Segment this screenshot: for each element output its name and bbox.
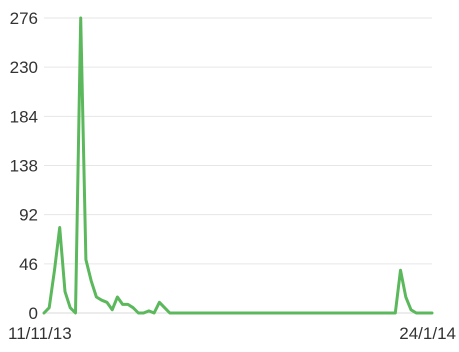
data-point xyxy=(357,312,360,314)
data-point xyxy=(79,17,82,19)
data-point xyxy=(121,303,124,306)
data-point xyxy=(48,306,50,309)
data-point xyxy=(111,309,113,311)
data-point xyxy=(378,312,381,314)
data-point xyxy=(153,312,155,314)
data-point xyxy=(268,312,271,314)
data-point xyxy=(211,312,213,314)
data-point xyxy=(142,312,145,314)
data-point xyxy=(289,312,292,314)
gridlines xyxy=(44,17,432,314)
data-point xyxy=(148,310,150,312)
data-point xyxy=(405,296,407,298)
data-point xyxy=(347,312,349,314)
data-point xyxy=(158,301,161,304)
data-point xyxy=(116,296,119,298)
data-point xyxy=(179,312,182,314)
data-point xyxy=(420,312,423,314)
data-point xyxy=(74,312,77,314)
data-point xyxy=(242,312,244,314)
data-point xyxy=(95,296,98,298)
data-point xyxy=(300,312,302,314)
data-point xyxy=(195,312,197,314)
data-point xyxy=(90,280,92,282)
x-axis-tick-labels: 11/11/13 24/1/14 xyxy=(8,324,456,343)
data-point xyxy=(273,312,276,314)
data-point xyxy=(100,299,103,302)
data-point xyxy=(389,312,391,314)
data-point xyxy=(43,312,45,314)
data-point xyxy=(237,312,239,314)
x-tick-label: 11/11/13 xyxy=(8,324,72,343)
data-point xyxy=(368,312,370,314)
data-point xyxy=(331,312,334,314)
data-point xyxy=(205,312,208,314)
data-point xyxy=(137,312,140,314)
data-point xyxy=(184,312,187,314)
data-point xyxy=(174,312,176,314)
data-point xyxy=(336,312,339,314)
y-tick-label: 276 xyxy=(10,9,38,28)
data-point xyxy=(363,312,365,314)
data-point xyxy=(163,306,166,309)
data-point xyxy=(190,312,192,314)
data-point xyxy=(284,312,287,314)
y-tick-label: 138 xyxy=(10,157,38,176)
data-point xyxy=(394,312,397,314)
data-point xyxy=(64,290,66,293)
data-point xyxy=(415,312,418,314)
data-point xyxy=(232,312,234,314)
y-tick-label: 46 xyxy=(19,255,38,274)
data-point xyxy=(200,312,203,314)
data-point xyxy=(69,306,71,309)
data-point xyxy=(226,312,229,314)
data-point xyxy=(315,312,318,314)
data-point xyxy=(321,312,323,314)
data-point xyxy=(342,312,344,314)
data-point xyxy=(426,312,428,314)
data-point xyxy=(279,312,281,314)
data-point xyxy=(132,306,134,309)
data-point xyxy=(399,269,402,272)
data-point xyxy=(221,312,224,314)
data-point xyxy=(326,312,328,314)
data-point xyxy=(106,301,108,304)
data-point xyxy=(127,303,129,306)
data-point xyxy=(216,312,218,314)
data-point xyxy=(431,312,433,314)
data-point xyxy=(373,312,376,314)
data-point xyxy=(85,258,87,261)
data-point xyxy=(58,226,61,229)
data-point xyxy=(352,312,355,314)
y-tick-label: 92 xyxy=(19,206,38,225)
data-point xyxy=(263,312,266,314)
y-tick-label: 0 xyxy=(29,304,38,323)
y-tick-label: 184 xyxy=(10,107,38,126)
data-point xyxy=(169,312,171,314)
data-point xyxy=(294,312,297,314)
data-point xyxy=(53,269,56,272)
series-group xyxy=(42,16,434,315)
data-point xyxy=(305,312,308,314)
y-tick-label: 230 xyxy=(10,58,38,77)
data-point xyxy=(252,312,255,314)
data-point xyxy=(410,309,412,311)
data-point xyxy=(310,312,313,314)
data-point xyxy=(247,312,250,314)
data-point xyxy=(384,312,386,314)
data-point xyxy=(258,312,260,314)
x-tick-label: 24/1/14 xyxy=(399,324,456,343)
y-axis-tick-labels: 0 46 92 138 184 230 276 xyxy=(10,9,38,323)
